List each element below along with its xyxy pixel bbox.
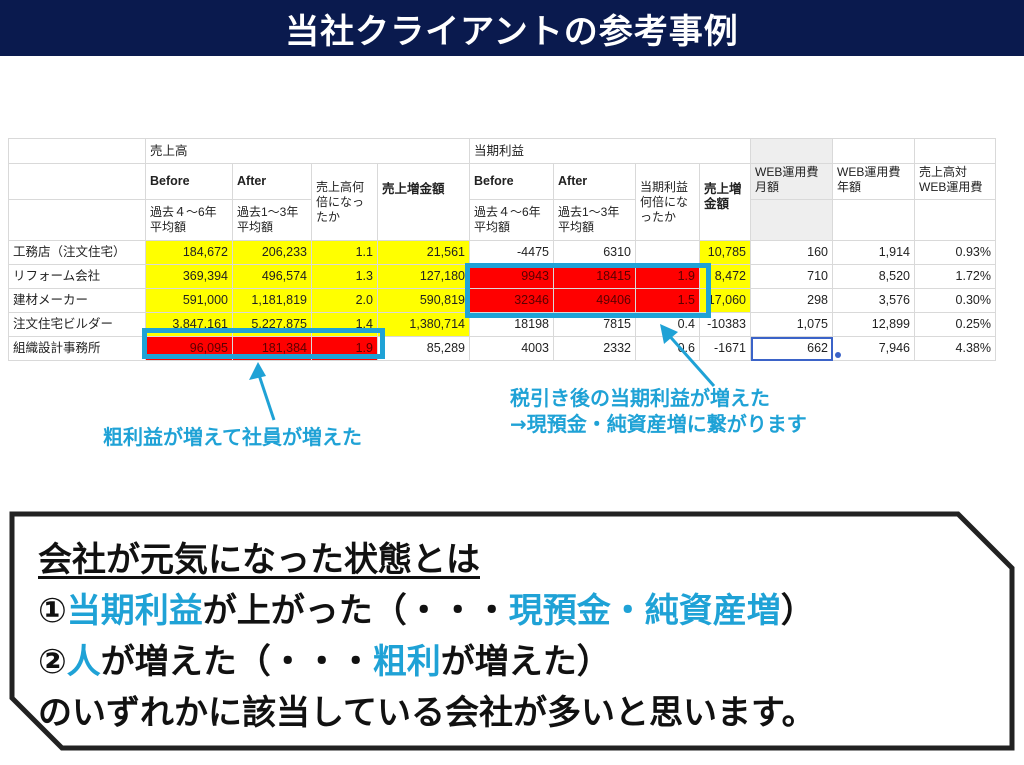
row-label[interactable]: 組織設計事務所 xyxy=(8,336,146,361)
web-yearly-header: WEB運用費年額 xyxy=(832,163,915,200)
profit-ratio-header: 当期利益何倍になったか xyxy=(635,163,700,241)
slide-title: 当社クライアントの参考事例 xyxy=(0,0,1024,56)
table-row: 工務店（注文住宅） 184,672 206,233 1.1 21,561 -44… xyxy=(8,240,996,265)
profit-group-header: 当期利益 xyxy=(469,138,751,164)
selected-cell[interactable]: 662 xyxy=(750,336,833,361)
sales-ratio-header: 売上高何倍になったか xyxy=(311,163,378,241)
table-row: 組織設計事務所 96,095 181,384 1.9 85,289 4003 2… xyxy=(8,336,996,361)
callout-heading: 会社が元気になった状態とは xyxy=(38,540,480,580)
sales-after-sub: 過去1〜3年平均額 xyxy=(232,199,312,241)
results-table: 売上高 当期利益 Before After 売上高何倍になったか 売上増金額 B… xyxy=(8,138,996,361)
note-gross-profit: 粗利益が増えて社員が増えた xyxy=(103,425,362,449)
arrow-up-left-icon xyxy=(249,362,276,421)
highlight-box-profit xyxy=(465,263,711,318)
profit-after-sub: 過去1〜3年平均額 xyxy=(553,199,636,241)
highlight-box-sales xyxy=(142,328,385,359)
profit-before-header: Before xyxy=(469,163,554,200)
callout-text: 会社が元気になった状態とは ①当期利益が上がった（・・・現預金・純資産増） ②人… xyxy=(38,535,816,739)
row-label[interactable]: リフォーム会社 xyxy=(8,264,146,289)
callout-line-3: のいずれかに該当している会社が多いと思います。 xyxy=(38,693,816,733)
sales-group-header: 売上高 xyxy=(145,138,470,164)
web-monthly-header: WEB運用費月額 xyxy=(750,163,833,200)
web-ratio-header: 売上高対WEB運用費 xyxy=(914,163,996,200)
sales-increase-header: 売上増金額 xyxy=(377,163,470,241)
profit-increase-header: 売上増金額 xyxy=(699,163,751,241)
note-net-profit: 税引き後の当期利益が増えた →現預金・純資産増に繋がります xyxy=(510,386,807,436)
spreadsheet: 売上高 当期利益 Before After 売上高何倍になったか 売上増金額 B… xyxy=(8,138,1006,361)
callout-line-2: ②人が増えた（・・・粗利が増えた） xyxy=(38,642,611,682)
profit-after-header: After xyxy=(553,163,636,200)
sales-after-header: After xyxy=(232,163,312,200)
row-label[interactable]: 建材メーカー xyxy=(8,288,146,313)
row-label[interactable]: 注文住宅ビルダー xyxy=(8,312,146,337)
fill-handle[interactable] xyxy=(835,352,841,358)
table-row: リフォーム会社 369,394 496,574 1.3 127,180 9943… xyxy=(8,264,996,289)
sales-before-header: Before xyxy=(145,163,233,200)
sales-before-sub: 過去４〜6年平均額 xyxy=(145,199,233,241)
profit-before-sub: 過去４〜6年平均額 xyxy=(469,199,554,241)
arrow-up-right-icon xyxy=(660,324,716,387)
callout-line-1: ①当期利益が上がった（・・・現預金・純資産増） xyxy=(38,591,815,631)
table-row: 建材メーカー 591,000 1,181,819 2.0 590,819 323… xyxy=(8,288,996,313)
row-label[interactable]: 工務店（注文住宅） xyxy=(8,240,146,265)
